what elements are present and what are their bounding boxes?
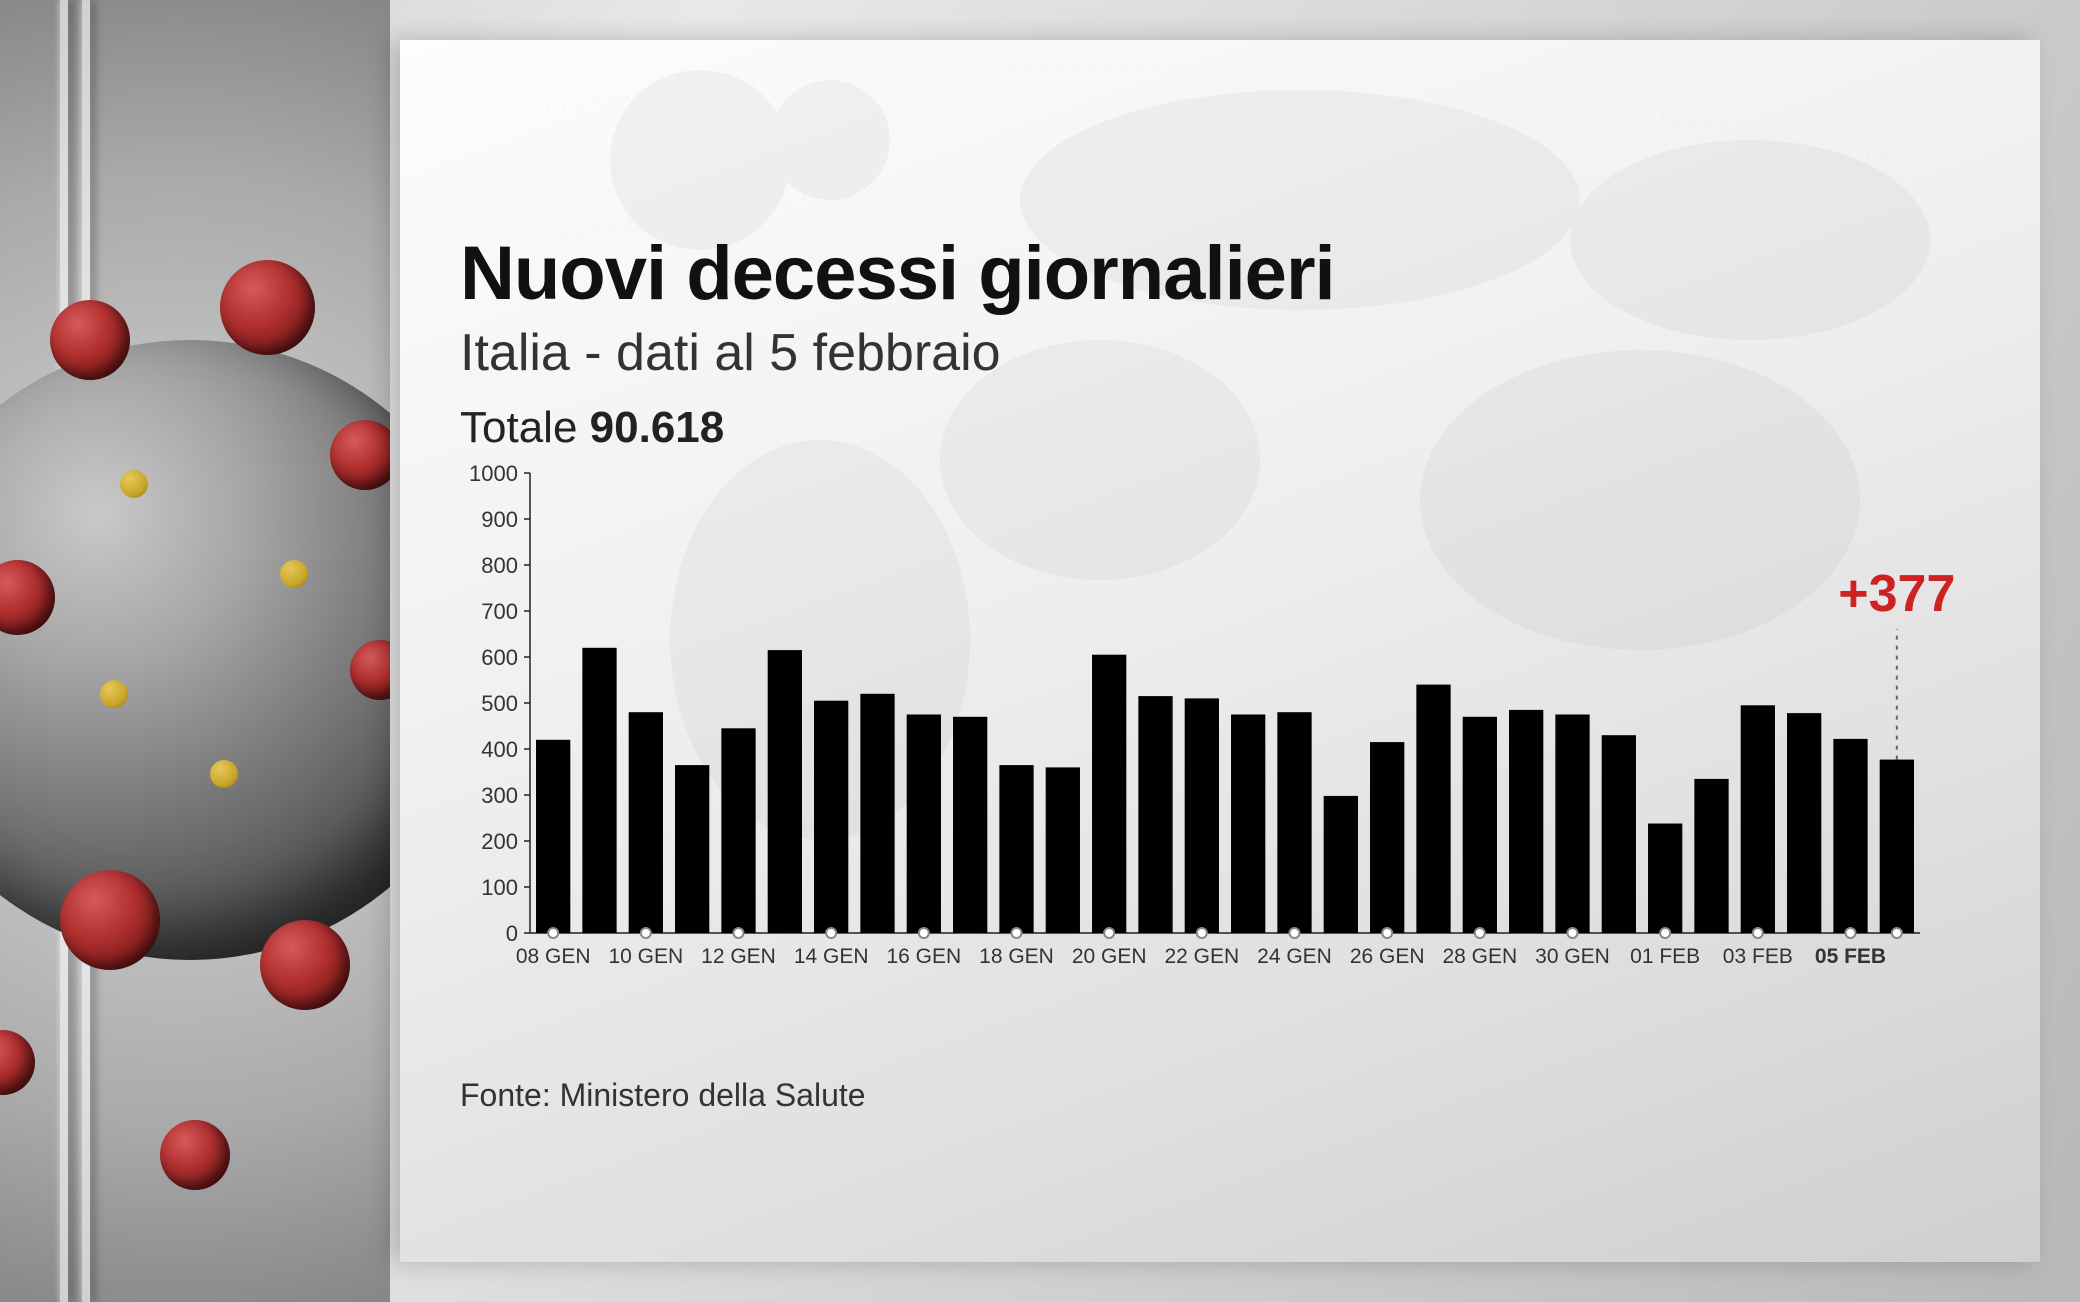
svg-text:200: 200 xyxy=(481,829,518,854)
svg-text:01 FEB: 01 FEB xyxy=(1630,945,1700,968)
svg-text:28 GEN: 28 GEN xyxy=(1442,945,1517,968)
svg-text:0: 0 xyxy=(506,921,518,946)
svg-text:600: 600 xyxy=(481,645,518,670)
svg-text:03 FEB: 03 FEB xyxy=(1723,945,1793,968)
svg-text:700: 700 xyxy=(481,599,518,624)
svg-text:300: 300 xyxy=(481,783,518,808)
total-line: Totale 90.618 xyxy=(460,403,1980,453)
svg-text:400: 400 xyxy=(481,737,518,762)
svg-text:500: 500 xyxy=(481,691,518,716)
total-label: Totale xyxy=(460,403,577,452)
bar-chart: 0 100 200 300 400 500 600 700 800 900 1000 08 GEN 10… xyxy=(460,463,1980,1023)
svg-text:100: 100 xyxy=(481,875,518,900)
source-label: Fonte: xyxy=(460,1077,551,1113)
content-area: Nuovi decessi giornalieri Italia - dati … xyxy=(460,230,1980,1114)
svg-text:10 GEN: 10 GEN xyxy=(608,945,683,968)
source-text: Ministero della Salute xyxy=(560,1077,866,1113)
svg-text:26 GEN: 26 GEN xyxy=(1350,945,1425,968)
svg-text:900: 900 xyxy=(481,507,518,532)
total-value: 90.618 xyxy=(590,403,725,452)
svg-text:+377: +377 xyxy=(1838,565,1955,623)
svg-text:1000: 1000 xyxy=(469,463,518,486)
svg-text:22 GEN: 22 GEN xyxy=(1164,945,1239,968)
svg-text:16 GEN: 16 GEN xyxy=(886,945,961,968)
svg-text:18 GEN: 18 GEN xyxy=(979,945,1054,968)
svg-text:08 GEN: 08 GEN xyxy=(516,945,591,968)
svg-text:20 GEN: 20 GEN xyxy=(1072,945,1147,968)
left-illustration-column xyxy=(0,0,390,1302)
svg-text:24 GEN: 24 GEN xyxy=(1257,945,1332,968)
chart-title: Nuovi decessi giornalieri xyxy=(460,230,1980,317)
svg-text:05 FEB: 05 FEB xyxy=(1815,945,1886,968)
chart-card: Nuovi decessi giornalieri Italia - dati … xyxy=(400,40,2040,1262)
source-line: Fonte: Ministero della Salute xyxy=(460,1077,1980,1114)
stage: Nuovi decessi giornalieri Italia - dati … xyxy=(0,0,2080,1302)
svg-text:800: 800 xyxy=(481,553,518,578)
chart-subtitle: Italia - dati al 5 febbraio xyxy=(460,323,1980,383)
svg-text:14 GEN: 14 GEN xyxy=(794,945,869,968)
svg-text:30 GEN: 30 GEN xyxy=(1535,945,1610,968)
bar-chart-svg: 0 100 200 300 400 500 600 700 800 900 1000 08 GEN 10… xyxy=(460,463,1980,1003)
svg-text:12 GEN: 12 GEN xyxy=(701,945,776,968)
